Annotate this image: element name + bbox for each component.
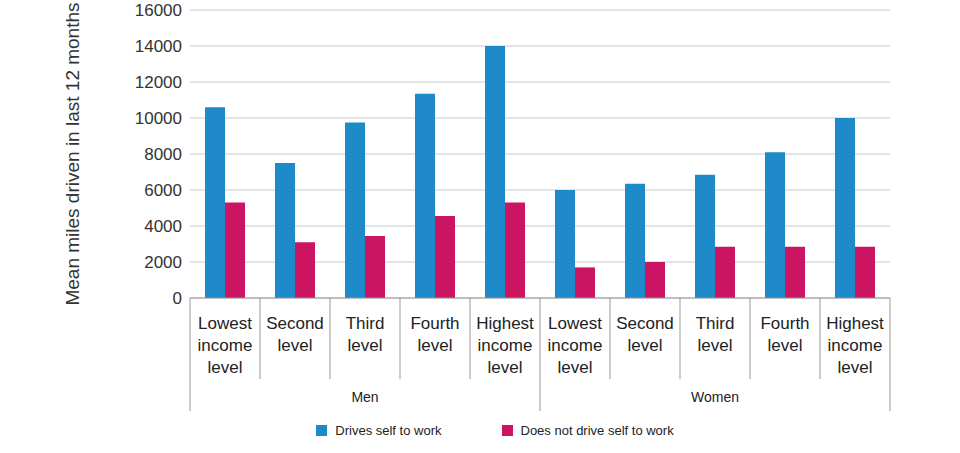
svg-text:level: level: [768, 336, 803, 355]
html-text:Does not drive self to work: Does not drive self to work: [520, 423, 674, 438]
svg-text:Fourth: Fourth: [410, 314, 459, 333]
svg-text:level: level: [838, 358, 873, 377]
svg-text:Second: Second: [266, 314, 324, 333]
svg-text:level: level: [698, 336, 733, 355]
svg-text:level: level: [488, 358, 523, 377]
svg-text:Mean miles driven in last 12 m: Mean miles driven in last 12 months: [62, 2, 83, 305]
svg-text:14000: 14000: [135, 37, 182, 56]
svg-text:level: level: [348, 336, 383, 355]
svg-text:Men: Men: [351, 389, 378, 405]
svg-text:8000: 8000: [144, 145, 182, 164]
svg-text:income: income: [548, 336, 603, 355]
svg-text:Highest: Highest: [826, 314, 884, 333]
svg-text:0: 0: [173, 289, 182, 308]
svg-text:Lowest: Lowest: [198, 314, 252, 333]
svg-text:level: level: [278, 336, 313, 355]
svg-text:Highest: Highest: [476, 314, 534, 333]
svg-text:Fourth: Fourth: [760, 314, 809, 333]
svg-text:10000: 10000: [135, 109, 182, 128]
svg-text:6000: 6000: [144, 181, 182, 200]
svg-text:income: income: [478, 336, 533, 355]
svg-text:level: level: [208, 358, 243, 377]
svg-text:income: income: [198, 336, 253, 355]
svg-text:level: level: [418, 336, 453, 355]
svg-text:12000: 12000: [135, 73, 182, 92]
svg-text:Third: Third: [696, 314, 735, 333]
svg-text:Women: Women: [691, 389, 739, 405]
svg-text:16000: 16000: [135, 1, 182, 20]
svg-text:2000: 2000: [144, 253, 182, 272]
svg-text:Second: Second: [616, 314, 674, 333]
svg-text:level: level: [628, 336, 663, 355]
svg-text:income: income: [828, 336, 883, 355]
html-text:Drives self to work: Drives self to work: [335, 423, 442, 438]
svg-text:Third: Third: [346, 314, 385, 333]
svg-text:level: level: [558, 358, 593, 377]
svg-text:Lowest: Lowest: [548, 314, 602, 333]
svg-text:4000: 4000: [144, 217, 182, 236]
